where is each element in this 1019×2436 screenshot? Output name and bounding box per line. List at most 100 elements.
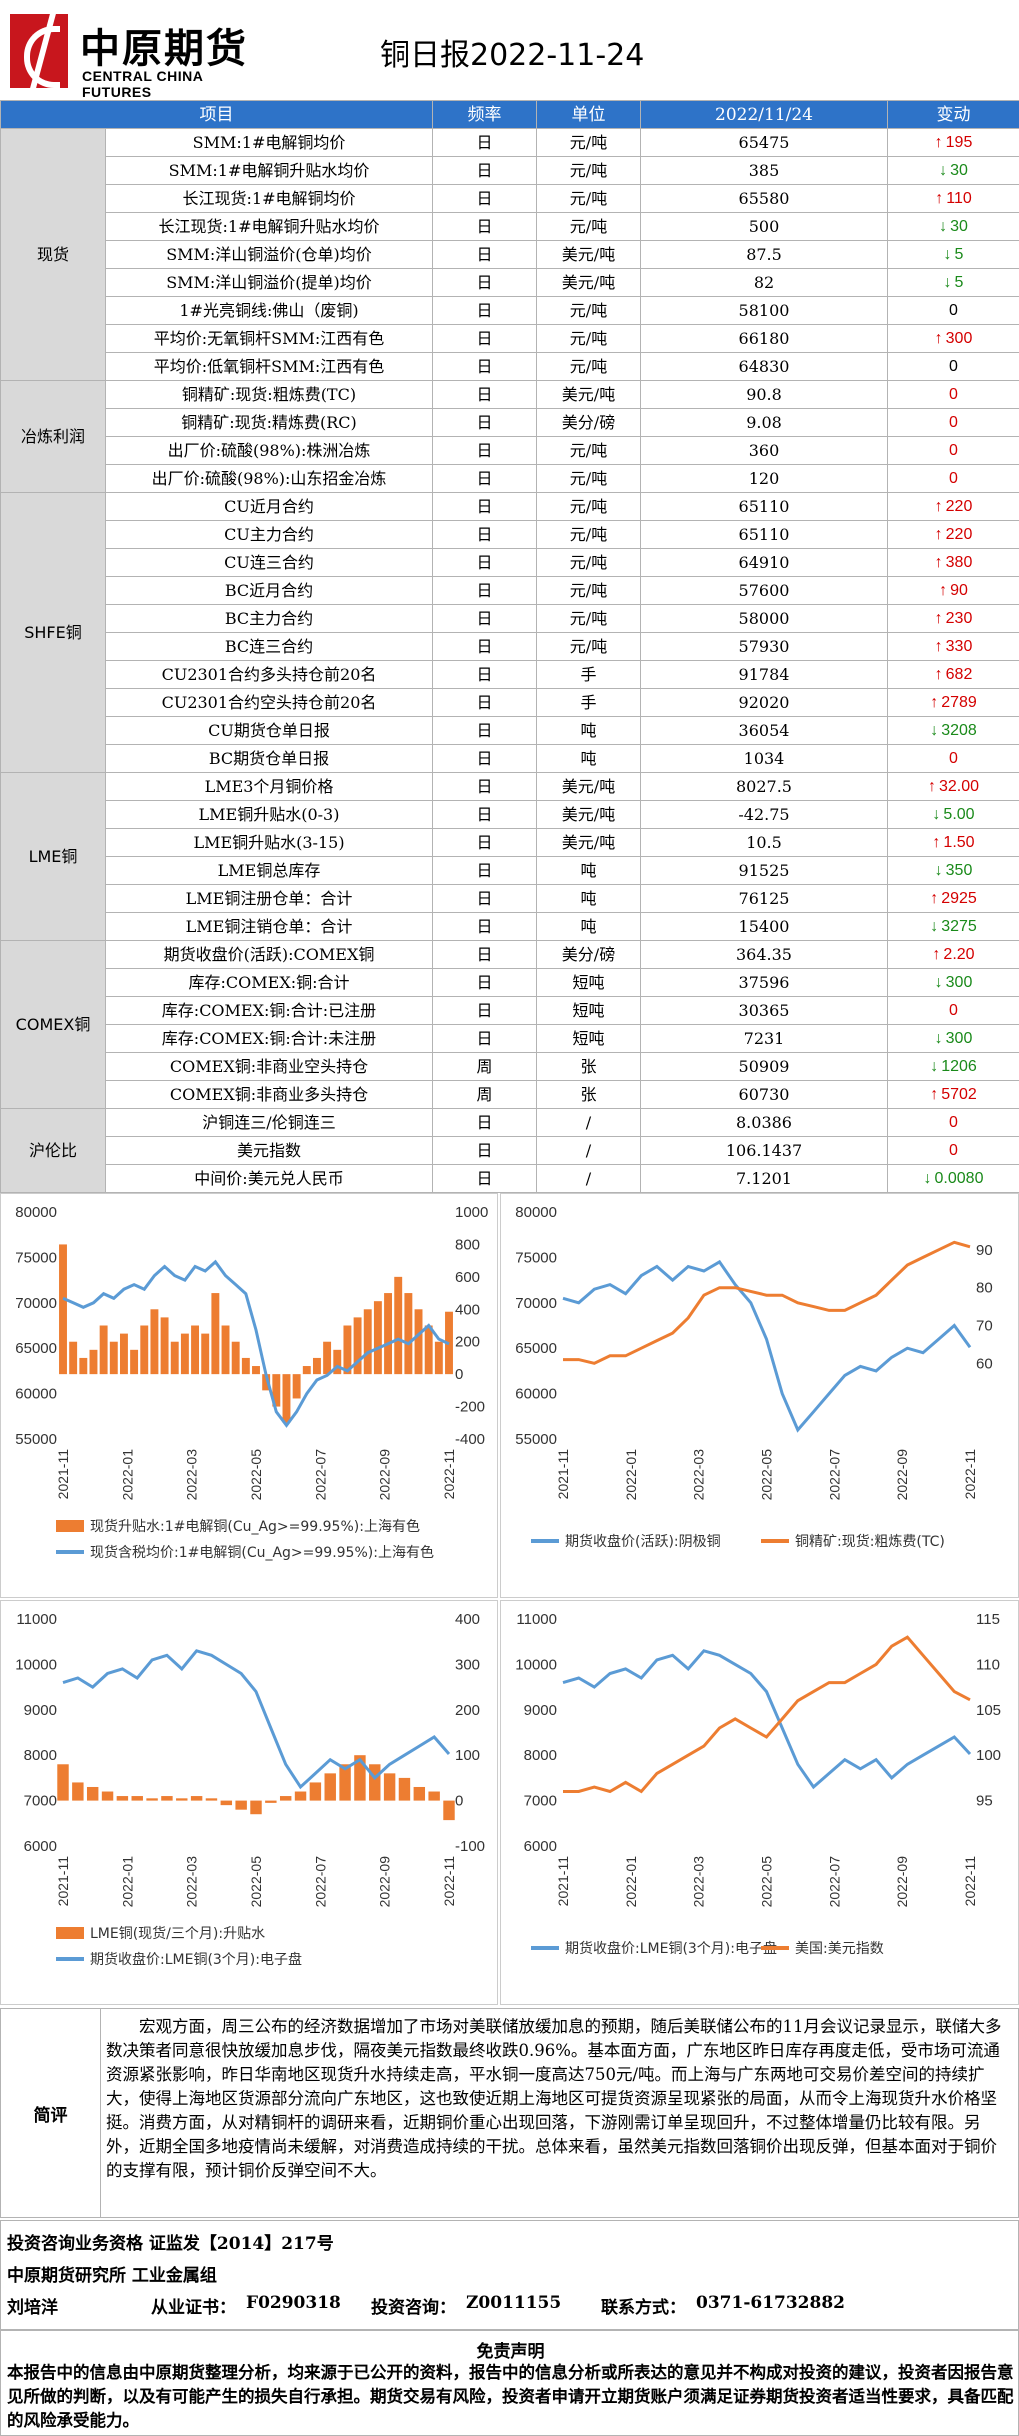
cell-change: 0 xyxy=(887,464,1019,493)
category-cell: 沪伦比 xyxy=(0,1108,106,1193)
cell-item: 库存:COMEX:铜:合计 xyxy=(105,968,433,997)
table-header-row: 项目 频率 单位 2022/11/24 变动 xyxy=(0,100,1019,129)
cell-value: 82 xyxy=(640,268,888,297)
chart-svg: 80000 75000 70000 65000 60000 55000 90 80 70 60 20… xyxy=(515,1204,992,1550)
cell-freq: 日 xyxy=(432,632,537,661)
arrow-up-icon: ↑ xyxy=(932,833,941,851)
bar-mark xyxy=(170,1341,179,1375)
change-value: 90 xyxy=(950,581,968,599)
cell-freq: 日 xyxy=(432,856,537,885)
table-row: 平均价:无氧铜杆SMM:江西有色日元/吨 66180 ↑ 300 xyxy=(1,324,1019,353)
cell-value: 30365 xyxy=(640,996,888,1025)
change-value: 230 xyxy=(945,609,973,627)
cell-item: CU期货仓单日报 xyxy=(105,716,433,745)
cell-unit: 短吨 xyxy=(536,996,641,1025)
bar-mark xyxy=(252,1366,260,1375)
cell-change: ↑ 380 xyxy=(887,548,1019,577)
cell-item: CU近月合约 xyxy=(105,492,433,521)
license: F0290318 xyxy=(246,2293,341,2313)
cell-freq: 日 xyxy=(432,884,537,913)
cell-change: ↑ 220 xyxy=(887,492,1019,521)
bar-mark xyxy=(161,1796,173,1801)
cell-unit: 张 xyxy=(536,1080,641,1109)
bar-mark xyxy=(353,1317,362,1375)
change-value: 30 xyxy=(950,161,968,179)
right-tick-label: 0 xyxy=(455,1793,463,1810)
cell-change: 0 xyxy=(887,296,1019,325)
cell-change: 0 xyxy=(887,408,1019,437)
table-row: LME铜升贴水(0-3) 日美元/吨 -42.75 ↓ 5.00 xyxy=(1,800,1019,829)
cell-item: 铜精矿:现货:精炼费(RC) xyxy=(105,408,433,437)
cell-item: 出厂价:硫酸(98%):山东招金冶炼 xyxy=(105,464,433,493)
bar-mark xyxy=(424,1325,433,1375)
bar-mark xyxy=(57,1764,69,1801)
cell-change: ↑ 90 xyxy=(887,576,1019,605)
series-line xyxy=(563,1635,971,1794)
change-value: 195 xyxy=(945,133,973,151)
cell-unit: 元/吨 xyxy=(536,464,641,493)
category-cell: SHFE铜 xyxy=(0,492,106,773)
cell-freq: 日 xyxy=(432,1136,537,1165)
bar-mark xyxy=(69,1341,78,1375)
cell-value: 7231 xyxy=(640,1024,888,1053)
category-cell: 冶炼利润 xyxy=(0,380,106,493)
summary-label: 简评 xyxy=(1,2009,101,2217)
charts-area: 80000 75000 70000 65000 60000 55000 1000 800 600… xyxy=(0,1193,1019,2005)
cell-freq: 日 xyxy=(432,296,537,325)
cell-change: 0 xyxy=(887,996,1019,1025)
arrow-down-icon: ↓ xyxy=(934,973,943,991)
arrow-down-icon: ↓ xyxy=(932,805,941,823)
change-value: 2789 xyxy=(941,693,977,711)
bar-mark xyxy=(160,1317,169,1375)
arrow-up-icon: ↑ xyxy=(932,945,941,963)
cell-item: BC近月合约 xyxy=(105,576,433,605)
arrow-down-icon: ↓ xyxy=(930,1057,939,1075)
bar-mark xyxy=(339,1764,351,1801)
bar-mark xyxy=(101,1791,114,1801)
arrow-up-icon: ↑ xyxy=(930,1085,939,1103)
cell-unit: 美分/磅 xyxy=(536,408,641,437)
change-value: 0 xyxy=(949,357,958,375)
right-tick-label: 400 xyxy=(455,1301,480,1318)
cell-item: LME铜注册仓单：合计 xyxy=(105,884,433,913)
change-value: 0 xyxy=(949,385,958,403)
change-value: 5702 xyxy=(941,1085,977,1103)
bar-mark xyxy=(201,1333,210,1375)
qualification: 投资咨询业务资格 证监发【2014】217号 xyxy=(7,2234,334,2254)
table-row: BC近月合约日元/吨 57600 ↑ 90 xyxy=(1,576,1019,605)
left-tick-label: 9000 xyxy=(24,1702,57,1719)
cell-item: 中间价:美元兑人民币 xyxy=(105,1164,433,1193)
change-value: 380 xyxy=(945,553,973,571)
arrow-up-icon: ↑ xyxy=(935,189,944,207)
report-title: 铜日报2022-11-24 xyxy=(380,38,645,73)
cell-value: 15400 xyxy=(640,912,888,941)
cell-change: 0 xyxy=(887,352,1019,381)
cell-unit: 吨 xyxy=(536,912,641,941)
bar-mark xyxy=(324,1773,336,1801)
arrow-down-icon: ↓ xyxy=(943,245,952,263)
arrow-up-icon: ↑ xyxy=(934,525,943,543)
cell-change: 0 xyxy=(887,380,1019,409)
cell-value: 91525 xyxy=(640,856,888,885)
company-logo: 中原期货 CENTRAL CHINA FUTURES xyxy=(10,14,260,100)
bar-mark xyxy=(250,1800,262,1815)
x-tick-label: 2022-09 xyxy=(377,1449,393,1501)
series-line xyxy=(562,1259,972,1433)
right-tick-label: 800 xyxy=(455,1236,480,1253)
bar-mark xyxy=(235,1800,247,1810)
right-tick-label: 0 xyxy=(455,1366,463,1383)
cell-item: LME铜注销仓单：合计 xyxy=(105,912,433,941)
cell-freq: 日 xyxy=(432,688,537,717)
x-tick-label: 2022-09 xyxy=(894,1449,910,1501)
table-row: LME铜 LME3个月铜价格日美元/吨 8027.5 ↑ 32.00 xyxy=(0,772,1019,941)
cell-unit: 吨 xyxy=(536,884,641,913)
table-row: CU2301合约空头持仓前20名日手 92020 ↑ 2789 xyxy=(1,688,1019,717)
x-tick-label: 2022-05 xyxy=(759,1856,775,1908)
cell-value: 106.1437 xyxy=(640,1136,888,1165)
cell-change: ↑ 2789 xyxy=(887,688,1019,717)
left-tick-label: 6000 xyxy=(524,1838,557,1855)
arrow-up-icon: ↑ xyxy=(934,609,943,627)
cell-unit: 短吨 xyxy=(536,968,641,997)
x-tick-label: 2022-05 xyxy=(248,1856,264,1908)
right-tick-label: 300 xyxy=(455,1656,480,1673)
